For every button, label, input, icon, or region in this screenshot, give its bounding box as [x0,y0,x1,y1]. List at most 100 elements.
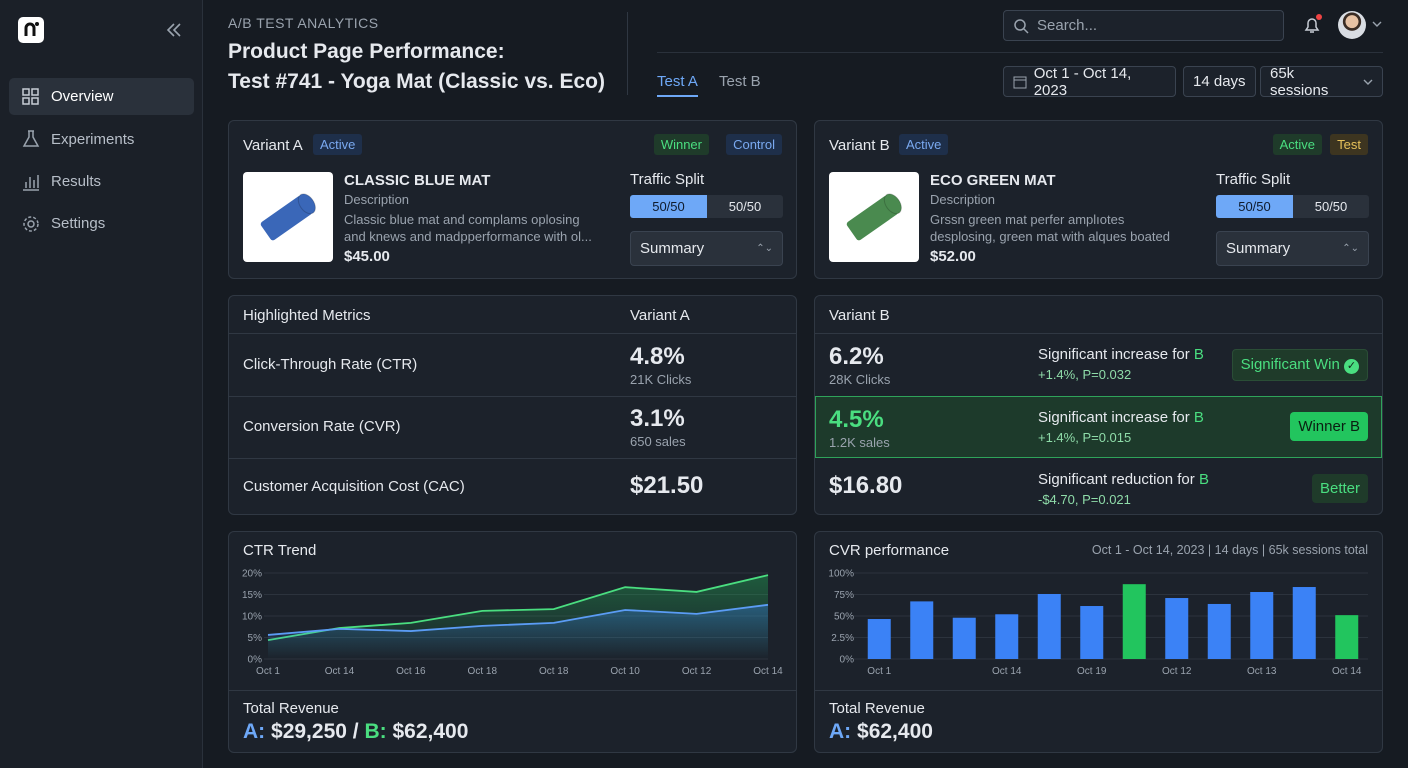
metric-value: 4.8% [630,343,685,370]
significance-detail: +1.4%, P=0.015 [1038,430,1132,445]
metric-label: Click-Through Rate (CTR) [243,356,418,373]
eyebrow: A/B TEST ANALYTICS [228,15,379,31]
logo [18,17,44,43]
nav-active[interactable] [9,78,194,115]
bell-icon[interactable] [1302,14,1324,36]
revenue-label: Total Revenue [829,700,925,717]
nav-item[interactable]: Experiments [51,131,135,148]
page-title: Test #741 - Yoga Mat (Classic vs. Eco) [228,70,605,93]
row-divider [815,333,1382,334]
nav-item[interactable]: Overview [51,88,114,105]
variant-b-metrics: Variant B 6.2% 28K Clicks Significant in… [814,295,1383,515]
product-name: ECO GREEN MAT [930,172,1056,189]
split-option[interactable]: 50/50 [630,195,707,218]
metric-value: 3.1% [630,405,685,432]
significance-detail: +1.4%, P=0.032 [1038,367,1132,382]
metric-value: $16.80 [829,472,903,499]
result-badge: Significant Win ✓ [1231,349,1368,381]
product-image [243,172,333,262]
collapse-icon[interactable] [165,22,183,38]
badge: Winner [653,134,709,155]
search-box[interactable]: Search... [1003,10,1284,41]
summary-select[interactable]: Summary ⌃⌄ [1216,231,1369,266]
note-text: Significant increase for [1038,409,1190,426]
divider [627,12,628,95]
nav-icon [23,175,39,191]
note-highlight: B [1193,409,1204,426]
significance-note: Significant reduction for B [1038,471,1209,488]
metric-sub: 1.2K sales [829,435,890,450]
badge-text: Significant Win [1240,356,1340,373]
metrics-header: Highlighted Metrics [243,307,371,324]
revenue-a-label: A: [829,720,852,743]
revenue-b: $62,400 [392,720,469,743]
revenue-a: $29,250 [271,720,347,743]
price: $52.00 [930,248,976,265]
row-divider [229,690,796,691]
metric-label: Customer Acquisition Cost (CAC) [243,478,465,495]
badge: Test [1330,134,1368,155]
split-option[interactable]: 50/50 [1216,195,1293,218]
metric-value: 6.2% [829,343,884,370]
nav-icon [22,88,39,105]
search-icon [1014,18,1029,34]
description-label: Description [344,192,410,207]
split-option[interactable]: 50/50 [1293,195,1369,218]
nav-icon [22,130,40,147]
badge: Active [1272,134,1322,155]
product-image [829,172,919,262]
date-range: Oct 1 - Oct 14, 2023 [1033,64,1132,99]
metrics-header: Variant A [630,307,690,324]
search-placeholder: Search... [1037,17,1098,34]
chart-subtitle: Oct 1 - Oct 14, 2023 | 14 days | 65k ses… [1091,543,1368,557]
duration[interactable]: 14 days [1183,66,1256,97]
avatar[interactable] [1338,11,1366,39]
sessions-text: 65k sessions [1270,64,1329,99]
sessions-select[interactable]: 65k sessions [1260,64,1383,99]
note-highlight: B [1193,346,1204,363]
significance-note: Significant increase for B [1038,409,1204,426]
chevron [1372,21,1382,27]
page-title: Product Page Performance: [228,40,505,63]
chart-title: CVR performance [829,542,950,559]
nav-icon [23,216,39,232]
tab[interactable]: Test B [719,73,761,90]
highlight-row [815,396,1382,458]
nav-item[interactable]: Settings [51,215,106,232]
nav-item[interactable]: Results [51,173,102,190]
status-badge: Active [899,134,949,155]
description: Grssn green mat perfer amplıotes desplos… [930,212,1170,244]
metric-value: $21.50 [630,472,704,499]
split-option[interactable]: 50/50 [707,195,783,218]
row-divider [229,458,796,459]
note-text: Significant reduction for [1038,471,1195,488]
revenue-b-label: B: [364,720,387,743]
calendar-icon [1013,76,1027,88]
badge-text: Winner B [1298,418,1360,435]
revenue: A: $29,250 / B: $62,400 [243,720,468,744]
row-divider [229,333,796,334]
metrics-header: Variant B [829,307,890,324]
variant-card: Variant A Active Winner Control CLASSIC … [228,120,797,279]
date-picker[interactable]: Oct 1 - Oct 14, 2023 [1003,64,1176,99]
result-badge: Winner B [1290,412,1368,441]
split-label: Traffic Split [630,171,705,188]
duration-text: 14 days [1193,73,1246,90]
metric-sub: 21K Clicks [630,372,692,387]
tab[interactable]: Test A [657,73,698,97]
badge-text: Better [1319,480,1360,497]
divider [657,52,1383,53]
note-highlight: B [1198,471,1209,488]
revenue-label: Total Revenue [243,700,339,717]
chevron [1363,79,1373,85]
metric-sub: 650 sales [630,434,686,449]
revenue-a-label: A: [243,720,266,743]
badge: Control [726,134,782,155]
summary-select[interactable]: Summary ⌃⌄ [630,231,783,266]
description-label: Description [930,192,996,207]
sidebar [0,0,203,768]
status-badge: Active [313,134,363,155]
result-badge: Better [1311,474,1368,503]
note-text: Significant increase for [1038,346,1190,363]
